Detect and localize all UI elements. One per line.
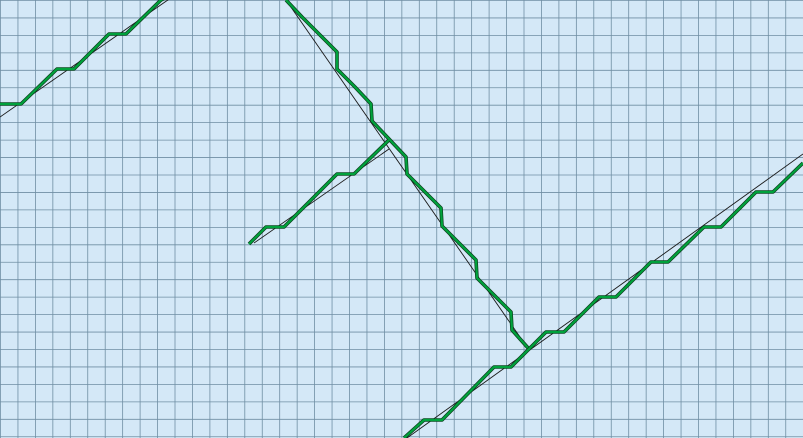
raster-path [248,139,390,245]
segment-diagonal-down [284,0,531,351]
raster-path [0,0,164,106]
segment-upper-left [0,0,169,118]
raster-path [403,162,803,438]
segment-branch [247,138,391,246]
raster-path [285,0,530,350]
segment-lower-right [402,153,803,438]
